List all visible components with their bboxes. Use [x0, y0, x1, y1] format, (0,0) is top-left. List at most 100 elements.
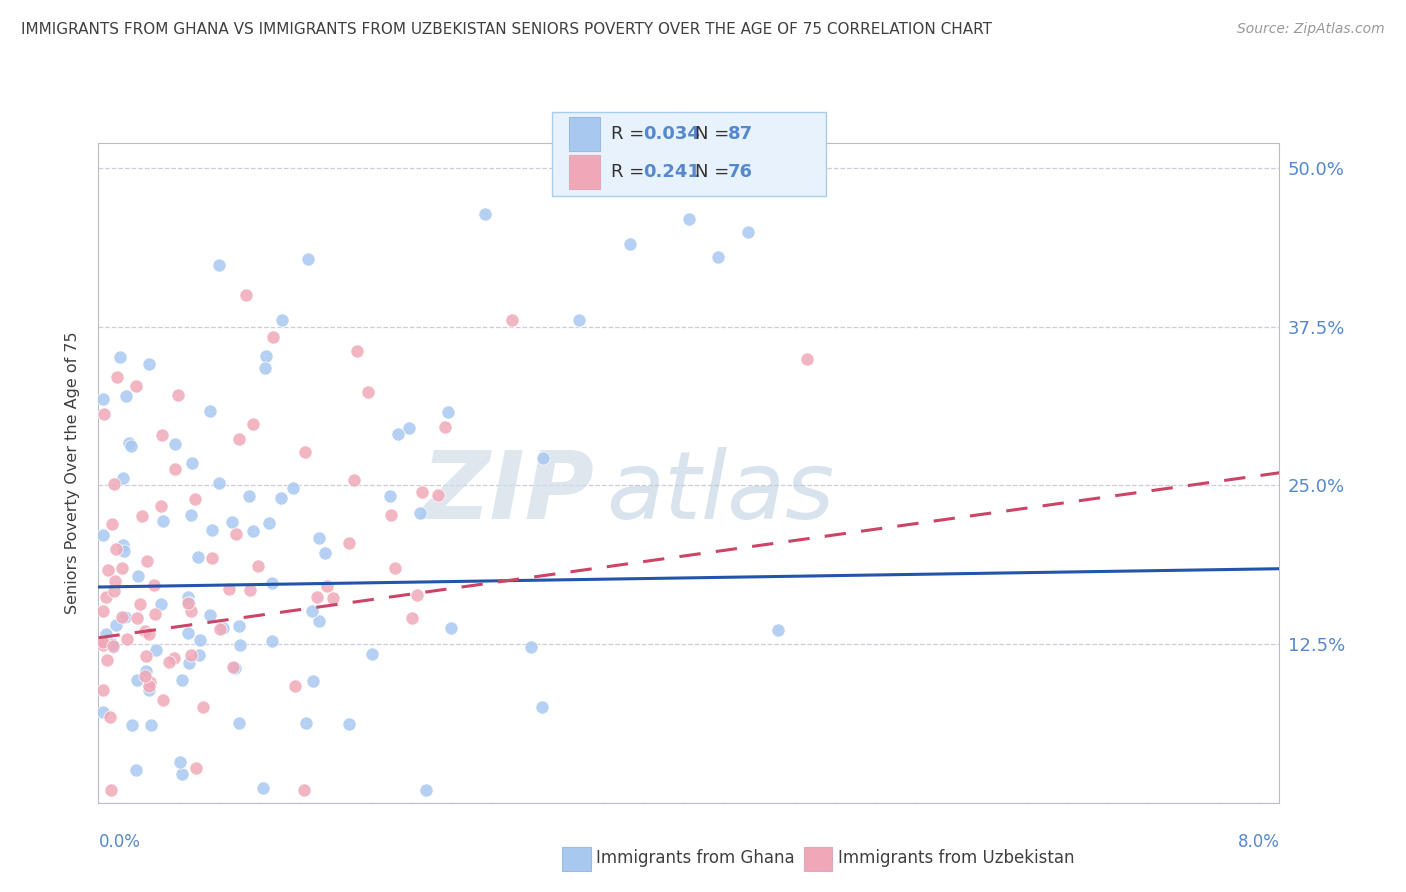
Point — [188, 633, 211, 648]
Point — [437, 405, 460, 419]
Point — [252, 781, 274, 796]
Point — [127, 610, 149, 624]
Point — [180, 604, 202, 618]
Text: N =: N = — [695, 125, 735, 143]
Text: ZIP: ZIP — [422, 447, 595, 539]
Point — [139, 718, 162, 732]
Point — [380, 508, 402, 522]
Point — [221, 515, 243, 529]
Point — [135, 554, 157, 568]
Point — [172, 766, 194, 780]
Point — [111, 471, 134, 485]
Point — [177, 596, 200, 610]
Point — [135, 649, 157, 664]
Text: Immigrants from Uzbekistan: Immigrants from Uzbekistan — [838, 849, 1074, 867]
Point — [103, 583, 125, 598]
Point — [177, 590, 200, 604]
Point — [143, 578, 166, 592]
Point — [796, 351, 818, 366]
Text: 0.0%: 0.0% — [98, 832, 141, 850]
Point — [260, 576, 283, 591]
Point — [91, 635, 114, 649]
Point — [91, 604, 114, 618]
Point — [184, 491, 207, 506]
Point — [96, 653, 118, 667]
Point — [208, 622, 231, 636]
Point — [127, 568, 149, 582]
Point — [115, 389, 138, 403]
Point — [91, 706, 114, 720]
Point — [125, 763, 148, 777]
Point — [314, 546, 336, 560]
Point — [91, 392, 114, 407]
Point — [337, 716, 360, 731]
Point — [150, 500, 173, 514]
Point — [427, 488, 450, 502]
Point — [228, 432, 250, 446]
Point — [322, 591, 344, 605]
Point — [143, 607, 166, 621]
Point — [271, 313, 294, 327]
Text: IMMIGRANTS FROM GHANA VS IMMIGRANTS FROM UZBEKISTAN SENIORS POVERTY OVER THE AGE: IMMIGRANTS FROM GHANA VS IMMIGRANTS FROM… — [21, 22, 993, 37]
Point — [308, 614, 330, 628]
Point — [129, 597, 152, 611]
Point — [568, 313, 591, 327]
Point — [378, 489, 401, 503]
Point — [163, 650, 186, 665]
Point — [105, 369, 128, 384]
Point — [98, 710, 121, 724]
Point — [678, 211, 700, 226]
Point — [357, 385, 380, 400]
Point — [125, 379, 148, 393]
Point — [103, 640, 125, 655]
Text: 76: 76 — [728, 163, 752, 181]
Point — [177, 625, 200, 640]
Text: 8.0%: 8.0% — [1237, 832, 1279, 850]
Point — [188, 648, 211, 662]
Text: 0.034: 0.034 — [644, 125, 700, 143]
Point — [262, 330, 284, 344]
Point — [145, 642, 167, 657]
Point — [284, 679, 307, 693]
Point — [238, 489, 260, 503]
Point — [108, 350, 131, 364]
Point — [297, 252, 319, 266]
Point — [131, 508, 153, 523]
Point — [440, 621, 463, 635]
Text: 0.241: 0.241 — [644, 163, 700, 181]
Point — [134, 624, 156, 638]
Point — [97, 563, 120, 577]
Point — [519, 640, 541, 654]
Point — [138, 679, 160, 693]
Point — [198, 608, 221, 623]
Text: Immigrants from Ghana: Immigrants from Ghana — [596, 849, 794, 867]
Point — [100, 783, 122, 797]
Point — [157, 655, 180, 669]
Point — [172, 673, 194, 687]
Point — [242, 524, 264, 538]
Point — [114, 609, 136, 624]
Point — [228, 716, 250, 731]
Point — [101, 637, 124, 651]
Text: N =: N = — [695, 163, 735, 181]
Point — [91, 528, 114, 542]
Point — [225, 526, 247, 541]
Text: R =: R = — [612, 125, 650, 143]
Point — [169, 755, 191, 769]
Text: 87: 87 — [728, 125, 752, 143]
Point — [138, 626, 160, 640]
Point — [186, 761, 208, 775]
Point — [281, 482, 304, 496]
Point — [433, 420, 456, 434]
Point — [191, 699, 214, 714]
Point — [93, 407, 115, 421]
Point — [405, 588, 427, 602]
Point — [135, 665, 157, 679]
Point — [179, 596, 201, 610]
Point — [198, 403, 221, 417]
Point — [180, 508, 202, 522]
Point — [262, 634, 284, 648]
Point — [103, 477, 125, 491]
Point — [179, 656, 201, 670]
Point — [316, 579, 339, 593]
